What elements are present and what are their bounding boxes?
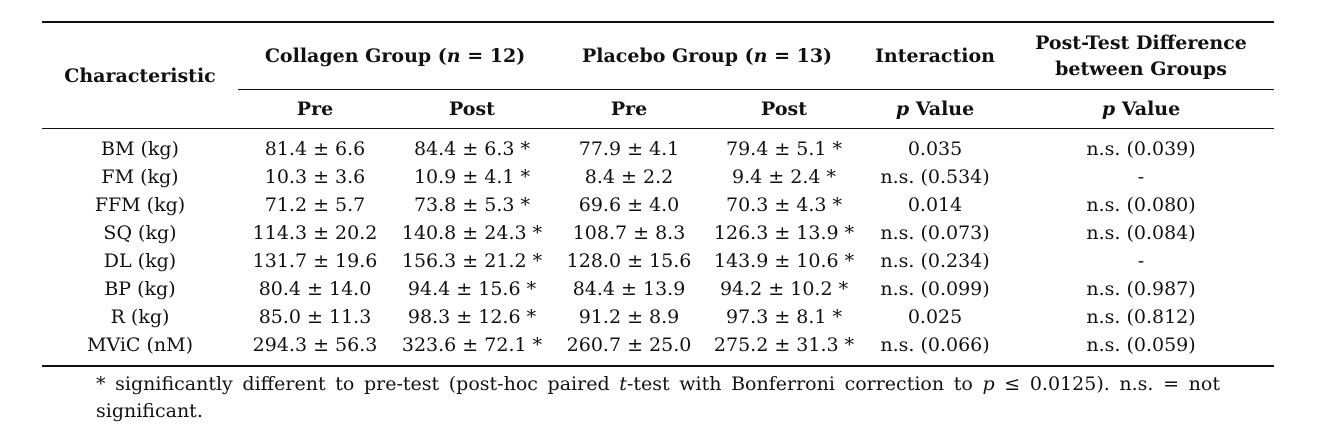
cell-characteristic: BM (kg) (101, 138, 179, 160)
cell-difference-p: n.s. (0.987) (1086, 278, 1196, 300)
cell-interaction-p: n.s. (0.066) (862, 331, 1009, 367)
cell-collagen-post: 140.8 ± 24.3 * (401, 222, 543, 244)
cell-collagen-post: 84.4 ± 6.3 * (413, 138, 531, 160)
cell-collagen-pre: 10.3 ± 3.6 (264, 166, 366, 188)
cell-interaction-p: 0.025 (907, 306, 963, 328)
cell-interaction-p: n.s. (0.534) (880, 166, 990, 188)
cell-placebo-pre: 77.9 ± 4.1 (578, 138, 680, 160)
cell-collagen-post: 323.6 ± 72.1 * (392, 331, 553, 367)
table-row: DL (kg) 131.7 ± 19.6 156.3 ± 21.2 * 128.… (42, 247, 1274, 275)
cell-placebo-post: 94.2 ± 10.2 * (719, 278, 849, 300)
cell-characteristic: FM (kg) (101, 166, 179, 188)
cell-difference-p: n.s. (0.084) (1086, 222, 1196, 244)
header-collagen-group: Collagen Group (n = 12) (238, 21, 553, 90)
cell-difference-p: - (1137, 166, 1145, 188)
cell-characteristic: R (kg) (110, 306, 170, 328)
cell-characteristic: DL (kg) (103, 250, 177, 272)
cell-difference-p: n.s. (0.812) (1086, 306, 1196, 328)
header-interaction-p-value: p Value (862, 89, 1009, 129)
cell-difference-p: n.s. (0.059) (1008, 331, 1275, 367)
results-table: Characteristic Collagen Group (n = 12) P… (42, 21, 1275, 367)
table-header: Characteristic Collagen Group (n = 12) P… (42, 21, 1275, 129)
header-placebo-post: Post (706, 89, 863, 129)
cell-difference-p: n.s. (0.080) (1086, 194, 1196, 216)
cell-placebo-pre: 91.2 ± 8.9 (578, 306, 680, 328)
cell-placebo-pre: 8.4 ± 2.2 (584, 166, 674, 188)
table-body: BM (kg) 81.4 ± 6.6 84.4 ± 6.3 * 77.9 ± 4… (42, 129, 1275, 367)
cell-placebo-post: 97.3 ± 8.1 * (725, 306, 843, 328)
table-row: FFM (kg) 71.2 ± 5.7 73.8 ± 5.3 * 69.6 ± … (42, 191, 1274, 219)
cell-collagen-post: 98.3 ± 12.6 * (407, 306, 537, 328)
cell-interaction-p: n.s. (0.073) (880, 222, 990, 244)
cell-collagen-post: 73.8 ± 5.3 * (413, 194, 531, 216)
header-placebo-group: Placebo Group (n = 13) (552, 21, 863, 90)
cell-characteristic: SQ (kg) (103, 222, 177, 244)
cell-difference-p: n.s. (0.039) (1086, 138, 1196, 160)
cell-collagen-pre: 80.4 ± 14.0 (258, 278, 372, 300)
cell-collagen-pre: 81.4 ± 6.6 (264, 138, 366, 160)
cell-placebo-pre: 260.7 ± 25.0 (552, 331, 707, 367)
cell-placebo-post: 9.4 ± 2.4 * (732, 166, 836, 188)
cell-placebo-post: 126.3 ± 13.9 * (713, 222, 855, 244)
cell-collagen-post: 156.3 ± 21.2 * (401, 250, 543, 272)
cell-collagen-pre: 294.3 ± 56.3 (238, 331, 392, 367)
header-collagen-post: Post (392, 89, 553, 129)
cell-interaction-p: 0.014 (907, 194, 963, 216)
cell-characteristic: MViC (nM) (42, 331, 238, 367)
cell-collagen-pre: 114.3 ± 20.2 (252, 222, 378, 244)
cell-difference-p: - (1137, 250, 1145, 272)
cell-placebo-pre: 108.7 ± 8.3 (572, 222, 686, 244)
cell-interaction-p: n.s. (0.234) (880, 250, 990, 272)
cell-placebo-post: 143.9 ± 10.6 * (713, 250, 855, 272)
cell-placebo-post: 79.4 ± 5.1 * (725, 138, 843, 160)
cell-collagen-pre: 71.2 ± 5.7 (264, 194, 366, 216)
cell-collagen-post: 94.4 ± 15.6 * (407, 278, 537, 300)
cell-characteristic: FFM (kg) (94, 194, 186, 216)
table-row: FM (kg) 10.3 ± 3.6 10.9 ± 4.1 * 8.4 ± 2.… (42, 163, 1274, 191)
table-row: R (kg) 85.0 ± 11.3 98.3 ± 12.6 * 91.2 ± … (42, 303, 1274, 331)
table-row: BM (kg) 81.4 ± 6.6 84.4 ± 6.3 * 77.9 ± 4… (42, 129, 1274, 164)
header-characteristic: Characteristic (42, 21, 238, 129)
cell-characteristic: BP (kg) (104, 278, 176, 300)
cell-interaction-p: n.s. (0.099) (880, 278, 990, 300)
cell-placebo-post: 275.2 ± 31.3 * (706, 331, 863, 367)
header-interaction: Interaction (862, 21, 1009, 90)
header-post-test-difference: Post-Test Difference between Groups (1008, 21, 1275, 90)
table-row: BP (kg) 80.4 ± 14.0 94.4 ± 15.6 * 84.4 ±… (42, 275, 1274, 303)
header-difference-p-value: p Value (1008, 89, 1275, 129)
cell-collagen-pre: 131.7 ± 19.6 (252, 250, 378, 272)
cell-interaction-p: 0.035 (907, 138, 963, 160)
table-footnote: * significantly different to pre-test (p… (96, 373, 1220, 422)
cell-collagen-pre: 85.0 ± 11.3 (258, 306, 372, 328)
cell-placebo-pre: 128.0 ± 15.6 (566, 250, 692, 272)
header-collagen-pre: Pre (238, 89, 392, 129)
cell-collagen-post: 10.9 ± 4.1 * (413, 166, 531, 188)
cell-placebo-pre: 69.6 ± 4.0 (578, 194, 680, 216)
table-row: SQ (kg) 114.3 ± 20.2 140.8 ± 24.3 * 108.… (42, 219, 1274, 247)
cell-placebo-post: 70.3 ± 4.3 * (725, 194, 843, 216)
header-placebo-pre: Pre (552, 89, 707, 129)
table-row: MViC (nM) 294.3 ± 56.3 323.6 ± 72.1 * 26… (42, 331, 1275, 367)
cell-placebo-pre: 84.4 ± 13.9 (572, 278, 686, 300)
